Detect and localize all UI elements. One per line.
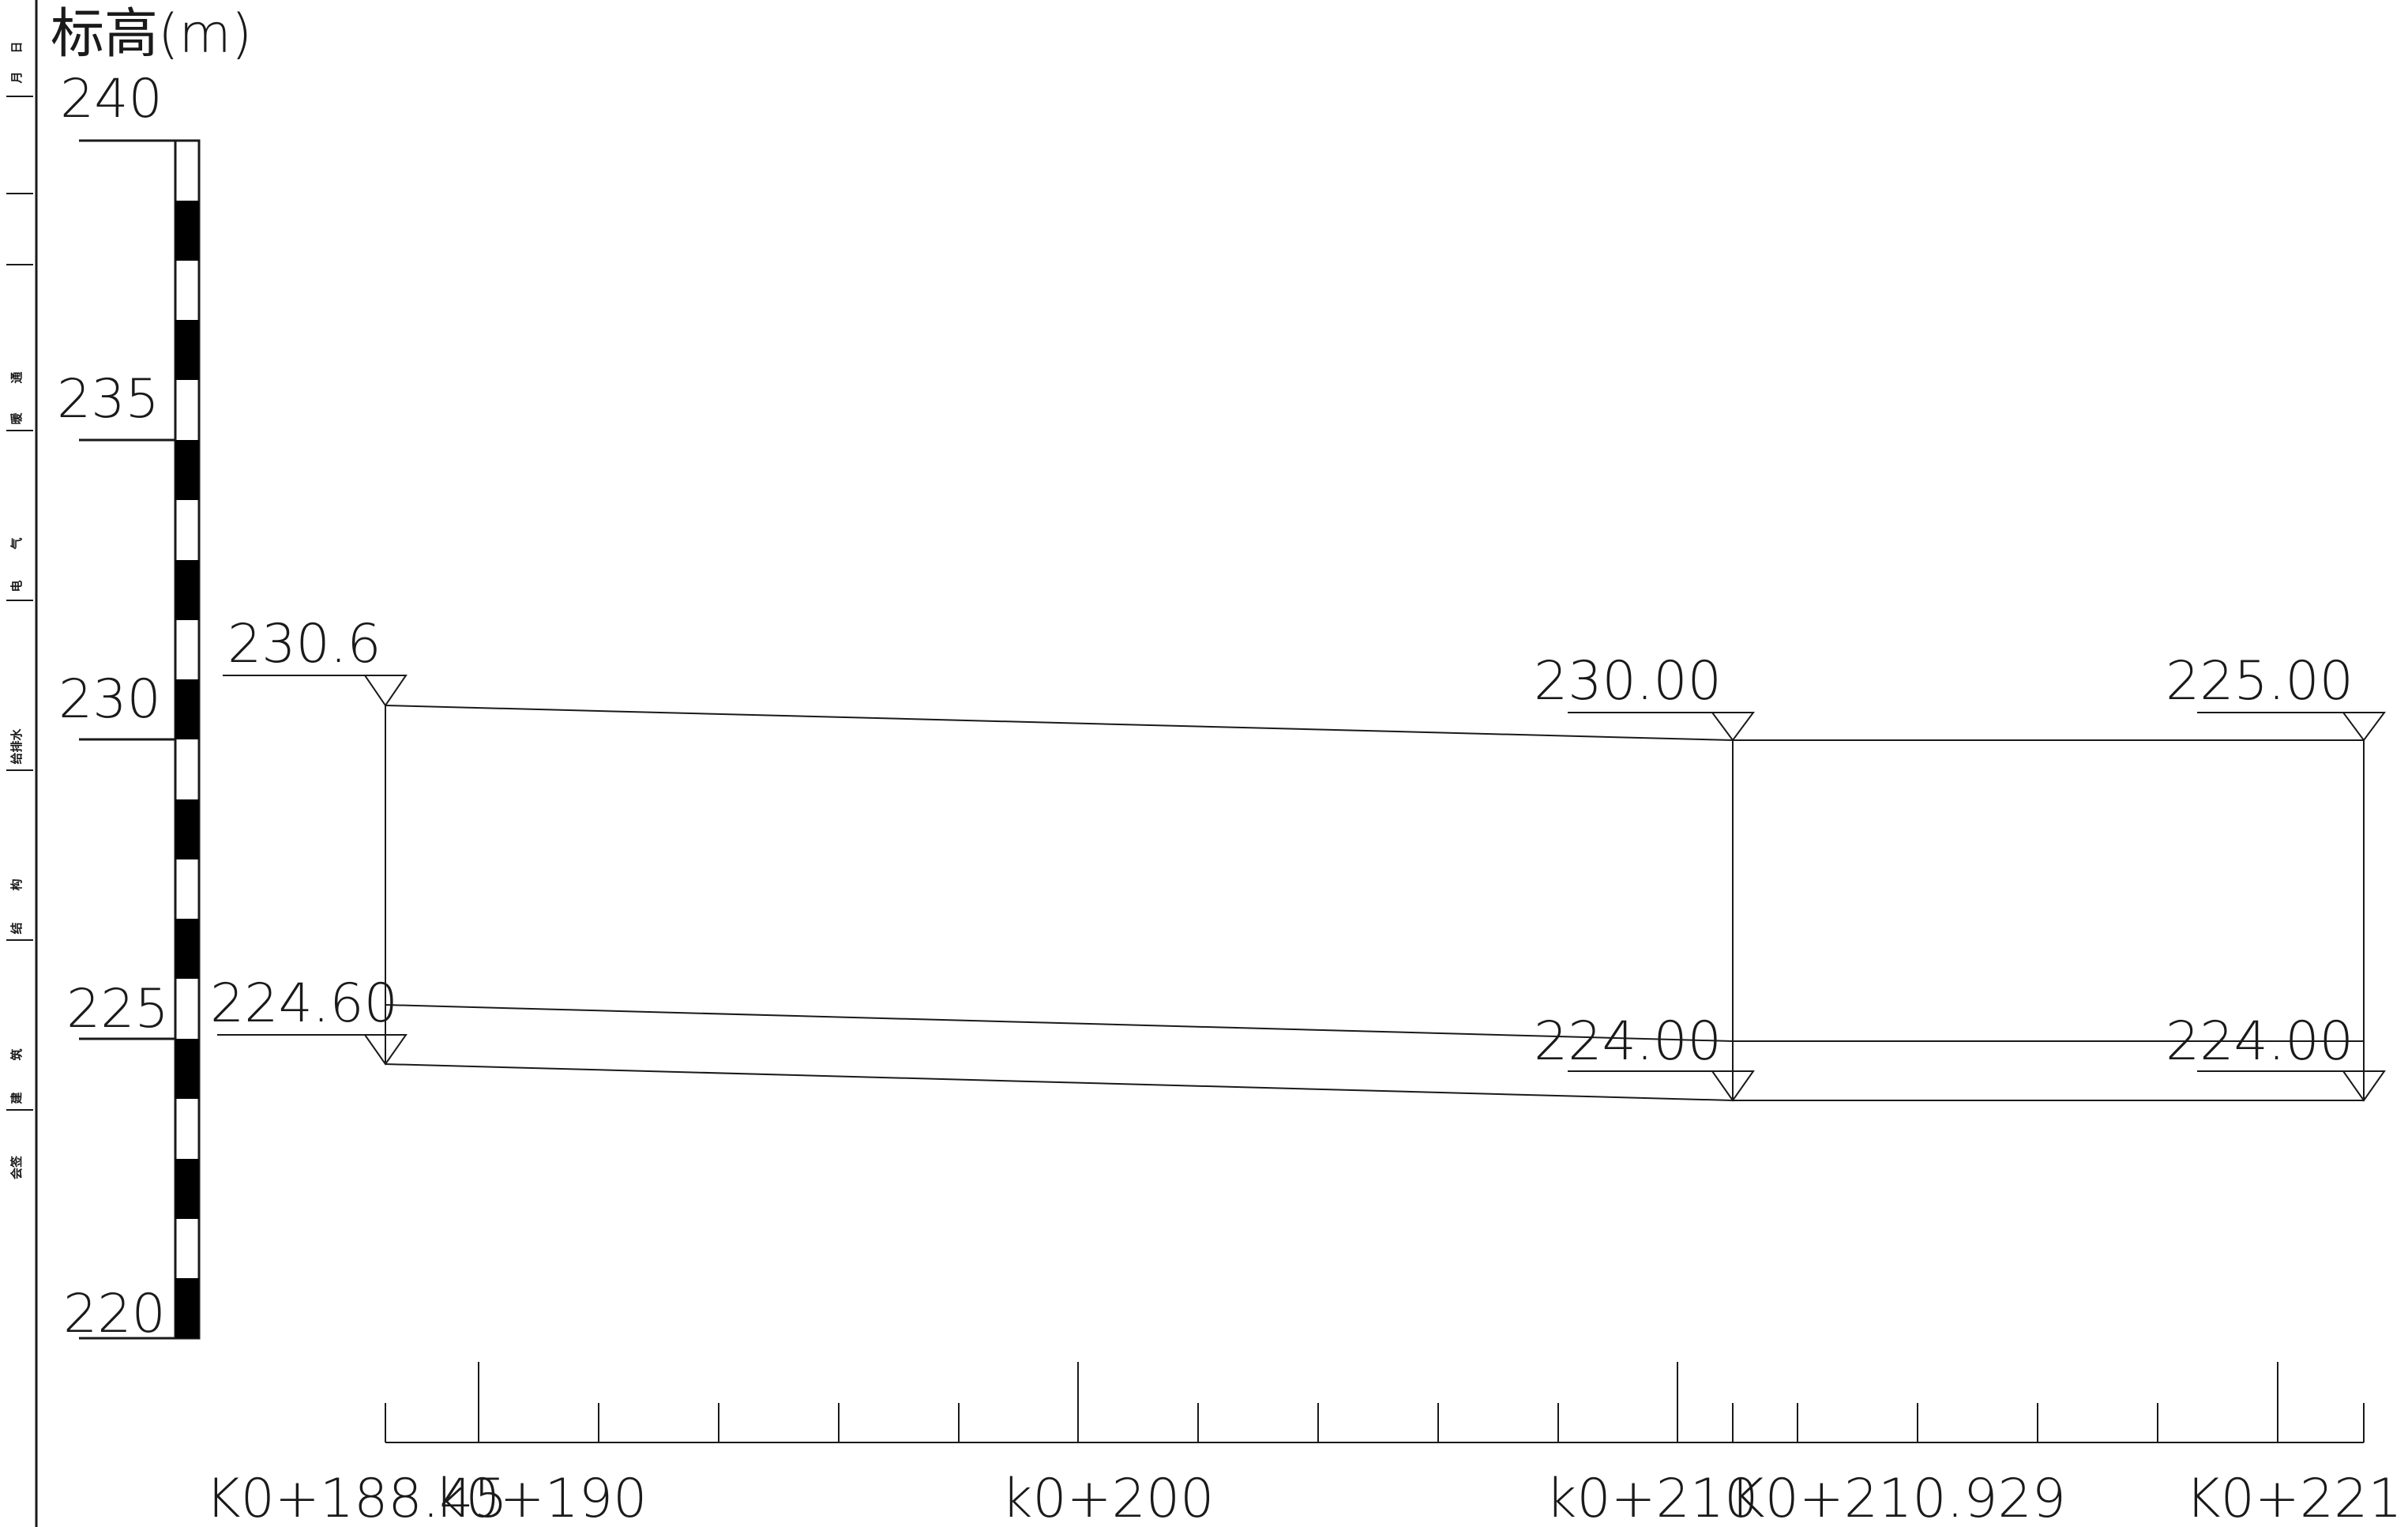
ruler-block xyxy=(175,1278,199,1338)
elevation-marker-icon xyxy=(2342,1070,2386,1102)
side-label: 筑 xyxy=(9,1048,24,1061)
station-label: k0+210 xyxy=(1546,1468,1758,1527)
ruler-tick-label: 235 xyxy=(57,368,160,431)
station-axis: K0+188.45 k0+190 k0+200 k0+210 K0+210.92… xyxy=(205,1362,2408,1527)
station-label: k0+200 xyxy=(1001,1468,1214,1527)
station-label: K0+188.45 xyxy=(205,1468,508,1527)
axis-title: 标高(m) xyxy=(51,3,252,66)
elevation-marker-icon xyxy=(363,1034,408,1066)
ruler-tick-label: 230 xyxy=(58,668,161,731)
side-label: 气 xyxy=(9,537,24,550)
station-label: K0+210.929 xyxy=(1730,1468,2066,1527)
elevation-label-top: 230.00 xyxy=(1534,650,1722,713)
ruler-block xyxy=(175,560,199,620)
side-label: 建 xyxy=(9,1092,24,1104)
elevation-marker-icon xyxy=(1711,1070,1755,1102)
side-label: 暖 xyxy=(9,412,24,425)
ruler-block xyxy=(175,919,199,979)
ruler-block xyxy=(175,1159,199,1219)
ruler-tick-label: 240 xyxy=(60,68,163,130)
elevation-label-top: 225.00 xyxy=(2166,650,2354,713)
elevation-markers: 230.6 224.60 230.00 224.00 225.00 224.00 xyxy=(210,613,2386,1102)
elevation-ruler xyxy=(174,139,201,1340)
elevation-marker-icon xyxy=(2342,712,2386,742)
elevation-label-bottom: 224.60 xyxy=(210,972,398,1035)
side-label: 结 xyxy=(9,922,24,934)
side-label: 给排水 xyxy=(9,728,24,765)
side-label: 构 xyxy=(9,878,24,890)
ruler-tick-label: 220 xyxy=(63,1283,166,1345)
ruler-block xyxy=(175,320,199,380)
side-label: 月 xyxy=(9,71,24,84)
profile-geometry xyxy=(385,705,2365,1101)
elevation-label-bottom: 224.00 xyxy=(2166,1010,2354,1073)
side-label: 日 xyxy=(9,41,24,53)
elevation-label-top: 230.6 xyxy=(227,613,381,675)
ruler-block xyxy=(175,201,199,261)
side-strip: 日 月 通 暖 气 电 给排水 构 结 筑 建 会签 xyxy=(6,41,33,1179)
top-grade-line xyxy=(385,705,1734,741)
side-label: 通 xyxy=(9,371,24,383)
elevation-label-bottom: 224.00 xyxy=(1534,1010,1722,1073)
ruler-block xyxy=(175,679,199,739)
elevation-marker-icon xyxy=(1711,712,1755,742)
ruler-ticks: 240 235 230 225 220 xyxy=(57,68,175,1345)
bottom-grade-line xyxy=(385,1063,1734,1101)
inner-grade-line xyxy=(385,1004,1734,1042)
side-label: 电 xyxy=(9,580,24,592)
ruler-block xyxy=(175,799,199,859)
side-label: 会签 xyxy=(9,1155,24,1179)
station-label: K0+221.46 xyxy=(2185,1468,2408,1527)
station-label: k0+190 xyxy=(434,1468,647,1527)
ruler-block xyxy=(175,440,199,500)
ruler-block xyxy=(175,1039,199,1099)
ruler-tick-label: 225 xyxy=(66,978,169,1040)
elevation-marker-icon xyxy=(363,675,408,707)
